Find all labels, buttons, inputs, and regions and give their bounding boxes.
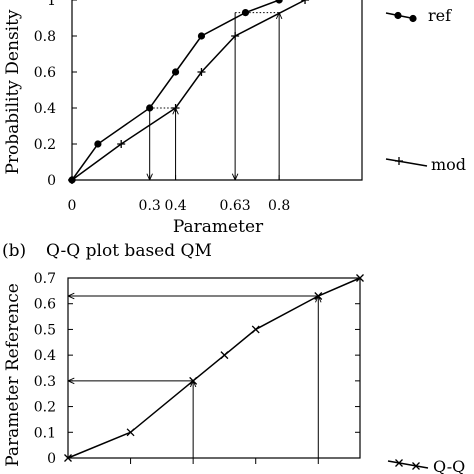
qq-panel-title: Q-Q plot based QM	[46, 241, 212, 261]
cdf-x-tick-label: 0.8	[268, 198, 290, 214]
legend-marker-ref	[409, 14, 417, 23]
point-qq	[251, 325, 260, 334]
cdf-y-tick-label: 0.4	[34, 101, 56, 117]
legend-line-mod	[385, 158, 428, 167]
cdf-x-tick-label: 0.63	[220, 198, 251, 214]
point-ref	[197, 32, 206, 40]
series-line-mod	[71, 0, 306, 181]
legend-label-ref: ref	[428, 6, 452, 25]
point-mod	[231, 32, 240, 40]
qq-axes-frame	[67, 277, 361, 459]
legend-marker-qq	[395, 459, 403, 467]
cdf-x-tick-label: 0.3	[139, 198, 161, 214]
qq-y-axis-label: Parameter Reference	[3, 283, 23, 467]
point-ref	[171, 68, 180, 76]
point-ref	[241, 9, 250, 17]
cdf-x-tick-label: 0	[68, 198, 77, 214]
qq-y-tick-label: 0.4	[34, 348, 56, 364]
cdf-mapping-arrows	[150, 13, 279, 180]
point-mod	[197, 68, 206, 76]
qq-panel-letter: (b)	[2, 241, 26, 261]
point-mod	[117, 140, 126, 148]
legend-marker-ref	[394, 11, 402, 20]
cdf-y-axis-label: Probability Density	[3, 9, 23, 174]
legend-label-qq: Q-Q	[433, 457, 465, 474]
cdf-panel: 00.20.40.60.810 0.3 0.4 0.63 0.8 Probability…	[3, 0, 466, 237]
cdf-y-tick-label: 0	[47, 173, 56, 189]
point-qq	[220, 351, 229, 360]
legend-marker-mod	[395, 157, 403, 165]
point-ref	[275, 0, 283, 4]
qq-y-tick-label: 0.6	[34, 297, 56, 313]
qq-mapping-arrows	[68, 296, 318, 458]
cdf-y-tick-label: 0.8	[34, 29, 56, 45]
point-qq	[189, 376, 198, 385]
legend-line-qq	[387, 460, 429, 469]
point-qq	[314, 292, 323, 300]
point-ref	[94, 140, 102, 148]
cdf-legend: ref mod	[385, 6, 466, 174]
cdf-x-axis-label: Parameter	[173, 217, 264, 237]
legend-label-mod: mod	[431, 155, 466, 174]
qq-y-tick-label: 0.3	[34, 374, 56, 390]
qq-legend: Q-Q	[387, 457, 465, 474]
cdf-y-tick-label: 0.6	[34, 65, 56, 81]
cdf-x-tick-label: 0.4	[164, 198, 186, 214]
qq-panel: (b) Q-Q plot based QM 0 0.1 0.2 0.3 0.4 0.5 0.…	[2, 241, 465, 474]
qq-y-tick-label: 0.5	[34, 322, 56, 338]
cdf-axes-frame	[71, 0, 363, 181]
qq-y-tick-label: 0.7	[34, 271, 56, 287]
series-line-qq	[67, 277, 361, 459]
point-mod	[171, 104, 180, 112]
qq-y-tick-label: 0	[47, 451, 56, 467]
cdf-y-tick-label: 0.2	[34, 137, 56, 153]
point-ref	[146, 104, 154, 112]
point-qq	[126, 428, 135, 437]
qq-y-tick-label: 0.1	[34, 425, 56, 441]
legend-marker-qq	[412, 462, 420, 470]
cdf-y-tick-label: 1	[47, 0, 56, 9]
point-mod	[301, 0, 310, 4]
qq-y-tick-label: 0.2	[34, 400, 56, 416]
